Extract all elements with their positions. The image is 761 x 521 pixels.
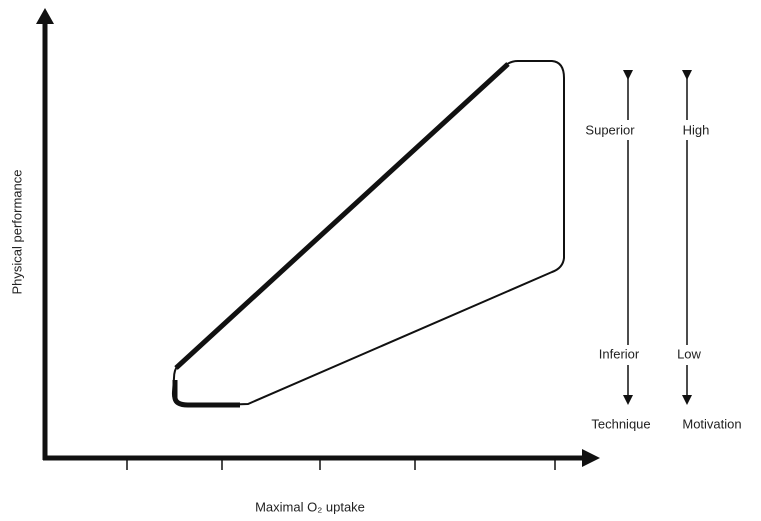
x-ticks bbox=[126, 458, 556, 470]
label-bg bbox=[590, 345, 660, 365]
technique-bottom: Inferior bbox=[599, 346, 640, 361]
performance-region bbox=[171, 60, 565, 408]
y-axis-label: Physical performance bbox=[9, 170, 24, 295]
motivation-bottom: Low bbox=[677, 346, 701, 361]
y-arrowhead bbox=[36, 8, 54, 24]
label-bg bbox=[590, 120, 660, 140]
technique-top: Superior bbox=[585, 122, 635, 137]
motivation-top: High bbox=[683, 122, 710, 137]
technique-label: Technique bbox=[591, 416, 650, 431]
region-edge bbox=[172, 62, 510, 408]
motivation-label: Motivation bbox=[682, 416, 741, 431]
label-bg bbox=[668, 345, 712, 365]
x-axis-label: Maximal O₂ uptake bbox=[255, 499, 365, 514]
label-bg bbox=[668, 120, 712, 140]
x-arrowhead bbox=[582, 449, 600, 467]
axes bbox=[36, 8, 600, 470]
